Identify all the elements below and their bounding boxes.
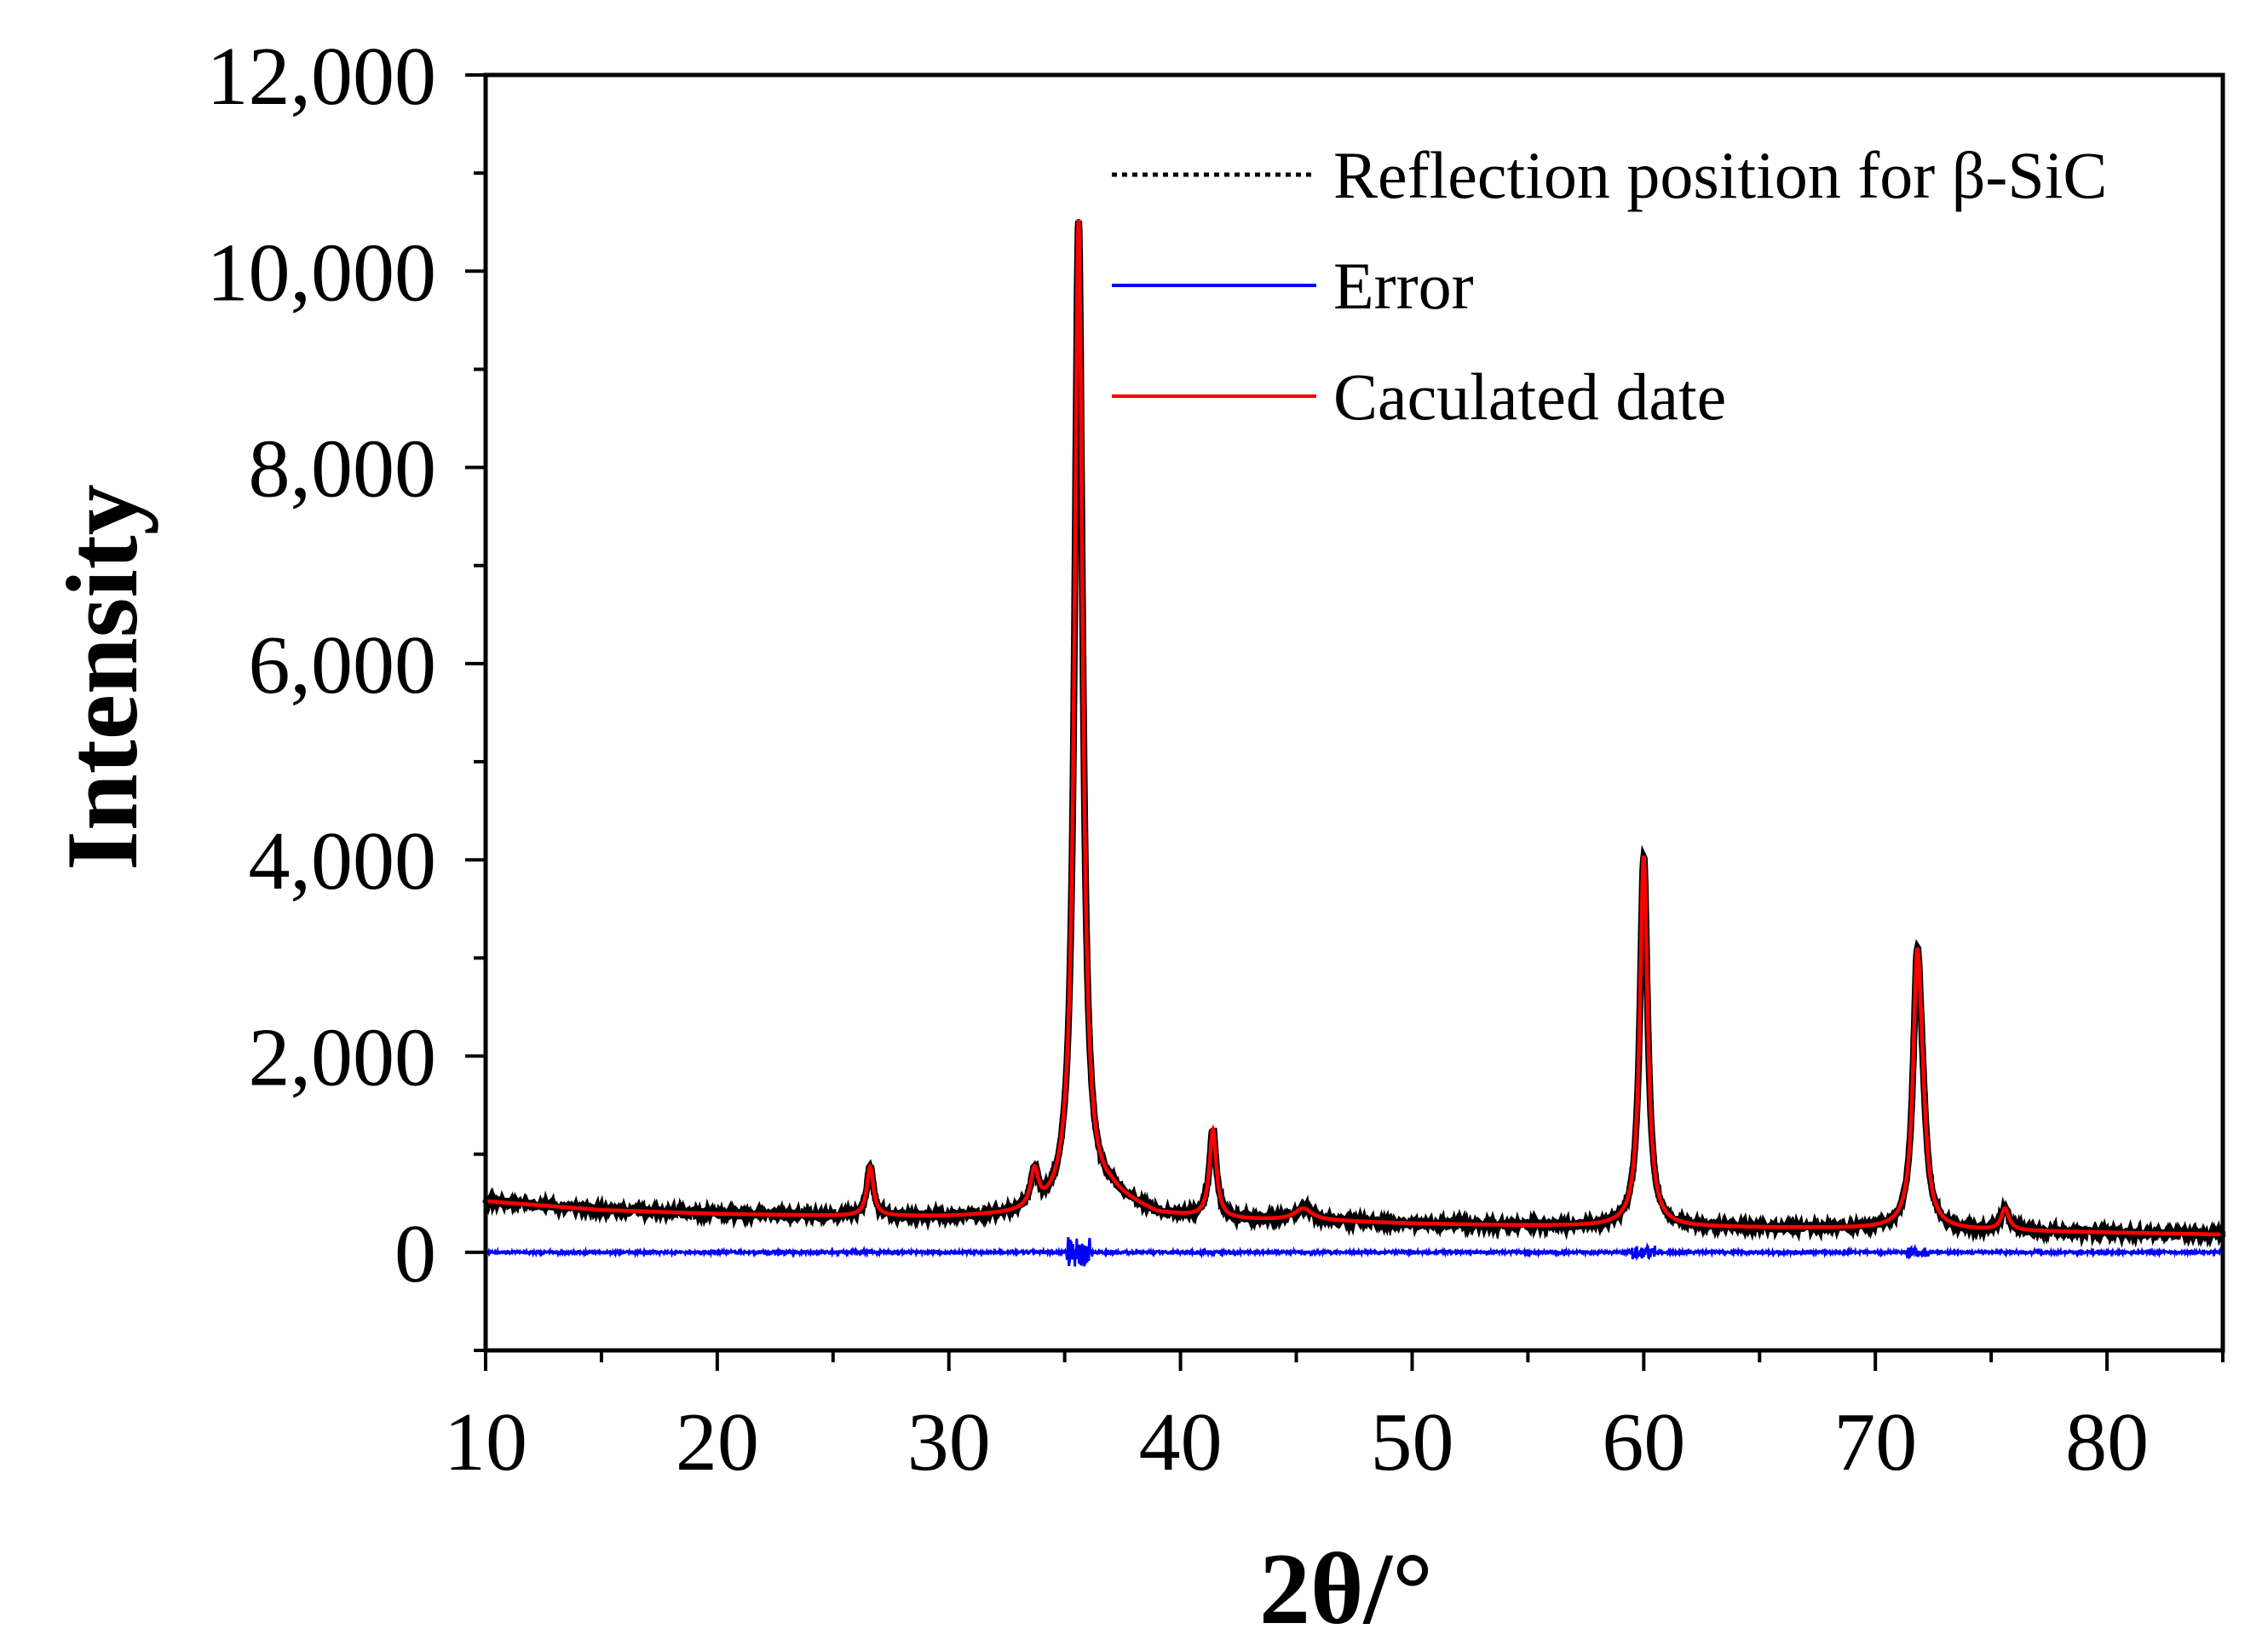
legend: Reflection position for β-SiC Error Cacu… xyxy=(1112,138,2107,434)
y-tick-label: 6,000 xyxy=(249,619,437,711)
x-tick-label: 10 xyxy=(444,1396,527,1488)
x-axis-title: 2θ/° xyxy=(1259,1532,1433,1645)
x-tick-label: 40 xyxy=(1139,1396,1223,1488)
y-axis-ticks: 0 2,000 4,000 6,000 8,000 10,000 12,000 xyxy=(207,31,486,1352)
x-tick-label: 60 xyxy=(1602,1396,1685,1488)
y-tick-label: 10,000 xyxy=(207,227,437,319)
x-tick-label: 30 xyxy=(907,1396,991,1488)
y-axis-title: Intensity xyxy=(45,484,158,870)
series-layer xyxy=(482,218,2226,1268)
legend-label-calculated: Caculated date xyxy=(1333,360,1726,434)
plot-frame xyxy=(483,72,2225,1353)
x-tick-label: 50 xyxy=(1370,1396,1453,1488)
y-tick-label: 4,000 xyxy=(249,815,437,907)
legend-label-reflection: Reflection position for β-SiC xyxy=(1333,138,2107,212)
x-axis-ticks: 10 20 30 40 50 60 70 80 xyxy=(444,1350,2225,1488)
x-tick-label: 70 xyxy=(1833,1396,1917,1488)
y-tick-label: 12,000 xyxy=(207,31,437,123)
y-tick-label: 0 xyxy=(394,1208,436,1300)
x-tick-label: 80 xyxy=(2065,1396,2149,1488)
x-tick-label: 20 xyxy=(676,1396,759,1488)
legend-label-error: Error xyxy=(1333,249,1474,323)
calculated-line xyxy=(486,218,2224,1237)
y-tick-label: 2,000 xyxy=(249,1012,437,1104)
y-tick-label: 8,000 xyxy=(249,423,437,515)
error-line xyxy=(484,1237,2224,1268)
